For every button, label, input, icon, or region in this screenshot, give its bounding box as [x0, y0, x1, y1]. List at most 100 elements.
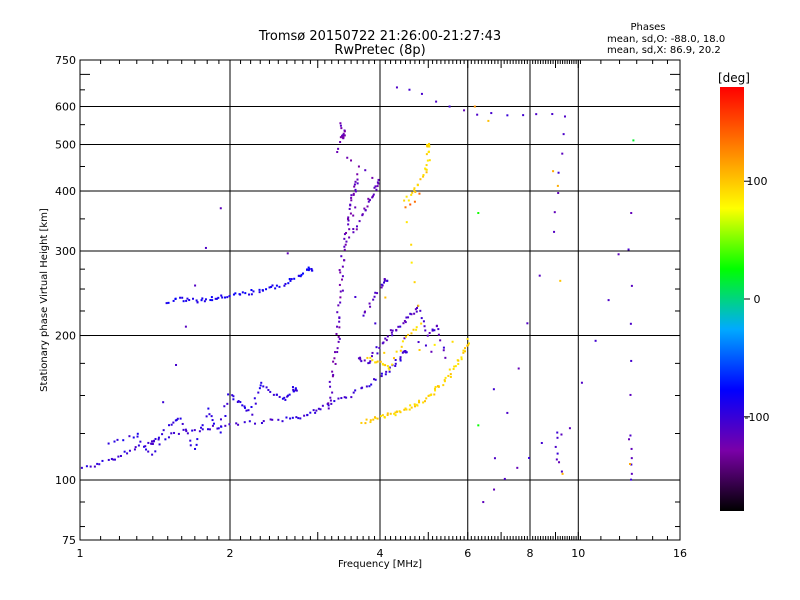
data-point	[269, 390, 272, 393]
data-point	[252, 290, 255, 293]
data-point	[360, 421, 363, 424]
data-point	[419, 178, 422, 181]
data-point	[630, 284, 633, 287]
data-point	[580, 381, 583, 384]
data-point	[628, 438, 631, 441]
data-point	[365, 385, 368, 388]
data-point	[241, 404, 244, 407]
data-point	[253, 397, 256, 400]
data-point	[428, 394, 431, 397]
data-point	[562, 133, 565, 136]
data-point	[516, 466, 519, 469]
data-point	[415, 328, 418, 331]
y-tick-label: 600	[55, 101, 76, 114]
data-point	[350, 199, 353, 202]
data-point	[227, 393, 230, 396]
data-point	[404, 407, 407, 410]
data-point	[333, 357, 336, 360]
data-point	[413, 281, 416, 284]
data-point	[375, 361, 378, 364]
data-point	[165, 302, 168, 305]
data-point	[235, 422, 238, 425]
data-point	[427, 150, 430, 153]
data-point	[205, 415, 208, 418]
data-point	[147, 441, 150, 444]
data-point	[261, 289, 264, 292]
data-point	[157, 436, 160, 439]
data-point	[388, 366, 391, 369]
data-point	[175, 418, 178, 421]
data-point	[464, 350, 467, 353]
data-point	[368, 199, 371, 202]
data-point	[462, 351, 465, 354]
data-point	[372, 193, 375, 196]
data-point	[420, 322, 423, 325]
data-point	[384, 373, 387, 376]
data-point	[457, 362, 460, 365]
data-point	[154, 450, 157, 453]
data-point	[405, 195, 408, 198]
data-point	[376, 360, 379, 363]
data-point	[418, 348, 421, 351]
data-point	[112, 458, 115, 461]
data-point	[208, 413, 211, 416]
data-point	[437, 333, 440, 336]
data-point	[194, 284, 197, 287]
colorbar-tick-label: 100	[747, 175, 768, 188]
data-point	[355, 225, 358, 228]
data-point	[413, 189, 416, 192]
data-point	[338, 326, 341, 329]
data-point	[191, 429, 194, 432]
x-axis-ticks: 1 2 4 6 8 10 16	[77, 60, 687, 560]
y-tick-label: 100	[55, 474, 76, 487]
data-point	[312, 409, 315, 412]
data-point	[350, 194, 353, 197]
data-point	[551, 113, 554, 116]
data-point	[210, 415, 213, 418]
data-point	[89, 465, 92, 468]
data-point	[345, 231, 348, 234]
data-point	[352, 231, 355, 234]
data-point	[204, 298, 207, 301]
data-point	[338, 320, 341, 323]
data-point	[423, 325, 426, 328]
data-point	[214, 297, 217, 300]
data-point	[347, 219, 350, 222]
data-point	[336, 311, 339, 314]
x-tick-label: 1	[77, 547, 84, 560]
data-point	[195, 443, 198, 446]
data-point	[113, 458, 116, 461]
data-point	[363, 207, 366, 210]
data-point	[354, 206, 357, 209]
data-point	[388, 370, 391, 373]
data-point	[113, 440, 116, 443]
data-point	[228, 295, 231, 298]
data-point	[627, 248, 630, 251]
data-point	[356, 182, 359, 185]
data-point	[300, 273, 303, 276]
data-point	[335, 332, 338, 335]
data-point	[223, 405, 226, 408]
data-point	[386, 365, 389, 368]
data-point	[186, 432, 189, 435]
data-point	[228, 423, 231, 426]
data-point	[408, 408, 411, 411]
data-point	[394, 362, 397, 365]
data-point	[357, 165, 360, 168]
data-point	[386, 279, 389, 282]
data-point	[299, 417, 302, 420]
data-point	[380, 415, 383, 418]
data-point	[407, 199, 410, 202]
data-point	[327, 402, 330, 405]
data-point	[435, 324, 438, 327]
data-point	[123, 450, 126, 453]
data-point	[389, 412, 392, 415]
data-point	[395, 328, 398, 331]
data-point	[332, 373, 335, 376]
data-point	[553, 211, 556, 214]
data-point	[411, 191, 414, 194]
data-point	[425, 397, 428, 400]
data-point	[414, 190, 417, 193]
data-point	[341, 135, 344, 138]
data-point	[407, 316, 410, 319]
